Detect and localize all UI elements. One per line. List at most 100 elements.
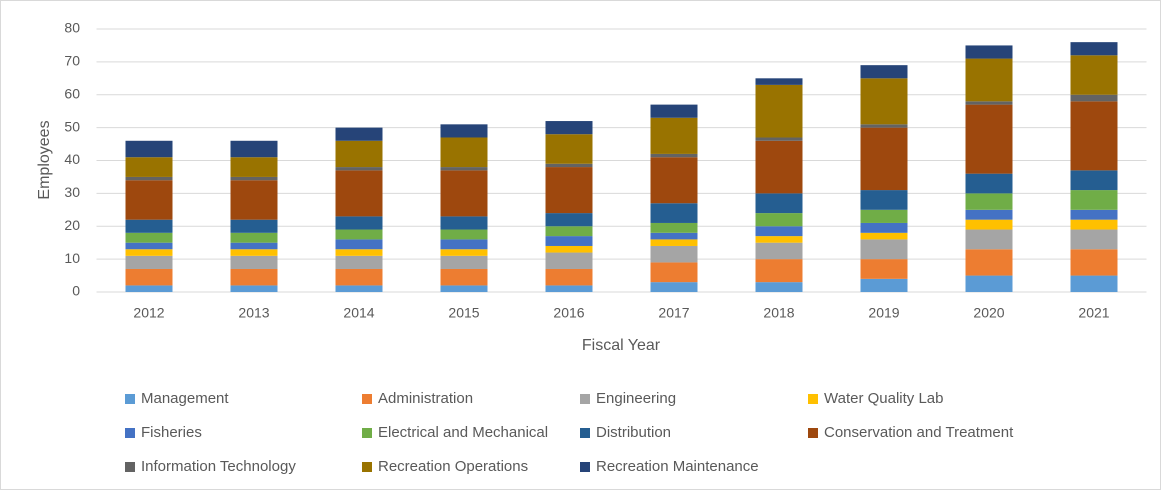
bar-segment bbox=[230, 180, 278, 220]
legend-swatch bbox=[362, 462, 372, 472]
bar-segment bbox=[650, 157, 698, 204]
bar-segment bbox=[230, 285, 278, 292]
legend-swatch bbox=[125, 394, 135, 404]
bar-segment bbox=[335, 239, 383, 250]
x-tick-label: 2013 bbox=[238, 305, 269, 321]
bar-segment bbox=[125, 249, 173, 256]
bar-segment bbox=[545, 285, 593, 292]
bar-segment bbox=[1070, 209, 1118, 220]
x-tick-label: 2014 bbox=[343, 305, 374, 321]
bar-segment bbox=[125, 176, 173, 181]
x-tick-label: 2020 bbox=[973, 305, 1004, 321]
bar-segment bbox=[860, 239, 908, 260]
bar-segment bbox=[650, 222, 698, 233]
legend-swatch bbox=[125, 428, 135, 438]
bar-segment bbox=[965, 173, 1013, 194]
bar-segment bbox=[545, 163, 593, 168]
x-tick-label: 2017 bbox=[658, 305, 689, 321]
y-tick-label: 20 bbox=[64, 217, 80, 233]
bar-segment bbox=[755, 78, 803, 85]
bar-segment bbox=[440, 137, 488, 168]
bar-segment bbox=[860, 78, 908, 125]
bar-segment bbox=[860, 127, 908, 191]
bar-segment bbox=[125, 255, 173, 269]
bar-segment bbox=[650, 232, 698, 240]
bar-segment bbox=[650, 282, 698, 292]
bar-segment bbox=[335, 167, 383, 171]
bar-segment bbox=[965, 58, 1013, 102]
bar-segment bbox=[860, 278, 908, 292]
bar-segment bbox=[230, 242, 278, 250]
bar-segment bbox=[1070, 249, 1118, 276]
bar-segment bbox=[860, 209, 908, 223]
bar-segment bbox=[1070, 55, 1118, 95]
bar-segment bbox=[335, 268, 383, 286]
y-tick-label: 30 bbox=[64, 184, 80, 200]
legend-label: Recreation Operations bbox=[378, 458, 528, 475]
bar-segment bbox=[1070, 42, 1118, 56]
bar-segment bbox=[650, 245, 698, 263]
bar-segment bbox=[755, 282, 803, 292]
legend-label: Electrical and Mechanical bbox=[378, 424, 548, 441]
bar-segment bbox=[755, 137, 803, 141]
bar-segment bbox=[650, 104, 698, 118]
x-tick-label: 2012 bbox=[133, 305, 164, 321]
bar-segment bbox=[965, 209, 1013, 220]
bar-segment bbox=[440, 239, 488, 250]
bar-segment bbox=[125, 157, 173, 177]
bar-segment bbox=[965, 229, 1013, 250]
bar-segment bbox=[230, 268, 278, 286]
bar-segment bbox=[125, 140, 173, 158]
bar-segment bbox=[125, 232, 173, 243]
bar-segment bbox=[440, 229, 488, 240]
bar-segment bbox=[545, 167, 593, 214]
legend-label: Engineering bbox=[596, 390, 676, 407]
bar-segment bbox=[860, 65, 908, 79]
bar-segment bbox=[230, 219, 278, 233]
bar-segment bbox=[965, 104, 1013, 174]
bar-segment bbox=[650, 117, 698, 154]
y-tick-label: 60 bbox=[64, 85, 80, 101]
bar-segment bbox=[545, 121, 593, 135]
x-axis-title: Fiscal Year bbox=[582, 337, 661, 354]
bar-segment bbox=[1070, 170, 1118, 191]
bar-segment bbox=[545, 245, 593, 253]
legend-swatch bbox=[362, 428, 372, 438]
y-tick-label: 40 bbox=[64, 151, 80, 167]
legend-swatch bbox=[808, 394, 818, 404]
bar-segment bbox=[965, 193, 1013, 210]
bar-segment bbox=[860, 232, 908, 240]
bar-segment bbox=[755, 259, 803, 283]
bar-segment bbox=[860, 259, 908, 279]
bar-segment bbox=[545, 213, 593, 227]
bar-segment bbox=[965, 275, 1013, 292]
bar-segment bbox=[335, 216, 383, 230]
x-tick-label: 2021 bbox=[1078, 305, 1109, 321]
bar-segment bbox=[440, 268, 488, 286]
legend-swatch bbox=[808, 428, 818, 438]
y-tick-label: 50 bbox=[64, 118, 80, 134]
bar-segment bbox=[230, 176, 278, 181]
bar-segment bbox=[335, 249, 383, 256]
legend-label: Fisheries bbox=[141, 424, 202, 441]
bar-segment bbox=[230, 140, 278, 158]
bar-segment bbox=[1070, 275, 1118, 292]
bar-segment bbox=[965, 45, 1013, 59]
bar-segment bbox=[335, 140, 383, 168]
bar-segment bbox=[650, 239, 698, 246]
bar-segment bbox=[1070, 101, 1118, 171]
bar-segment bbox=[1070, 229, 1118, 250]
legend-label: Distribution bbox=[596, 424, 671, 441]
bar-segment bbox=[755, 213, 803, 227]
legend-label: Administration bbox=[378, 390, 473, 407]
bar-segment bbox=[545, 236, 593, 246]
bar-segment bbox=[965, 101, 1013, 105]
bar-segment bbox=[1070, 94, 1118, 102]
bar-segment bbox=[440, 255, 488, 269]
bar-segment bbox=[755, 226, 803, 237]
bar-segment bbox=[860, 222, 908, 233]
bar-segment bbox=[545, 134, 593, 164]
bar-segment bbox=[965, 219, 1013, 230]
bar-segment bbox=[440, 170, 488, 217]
